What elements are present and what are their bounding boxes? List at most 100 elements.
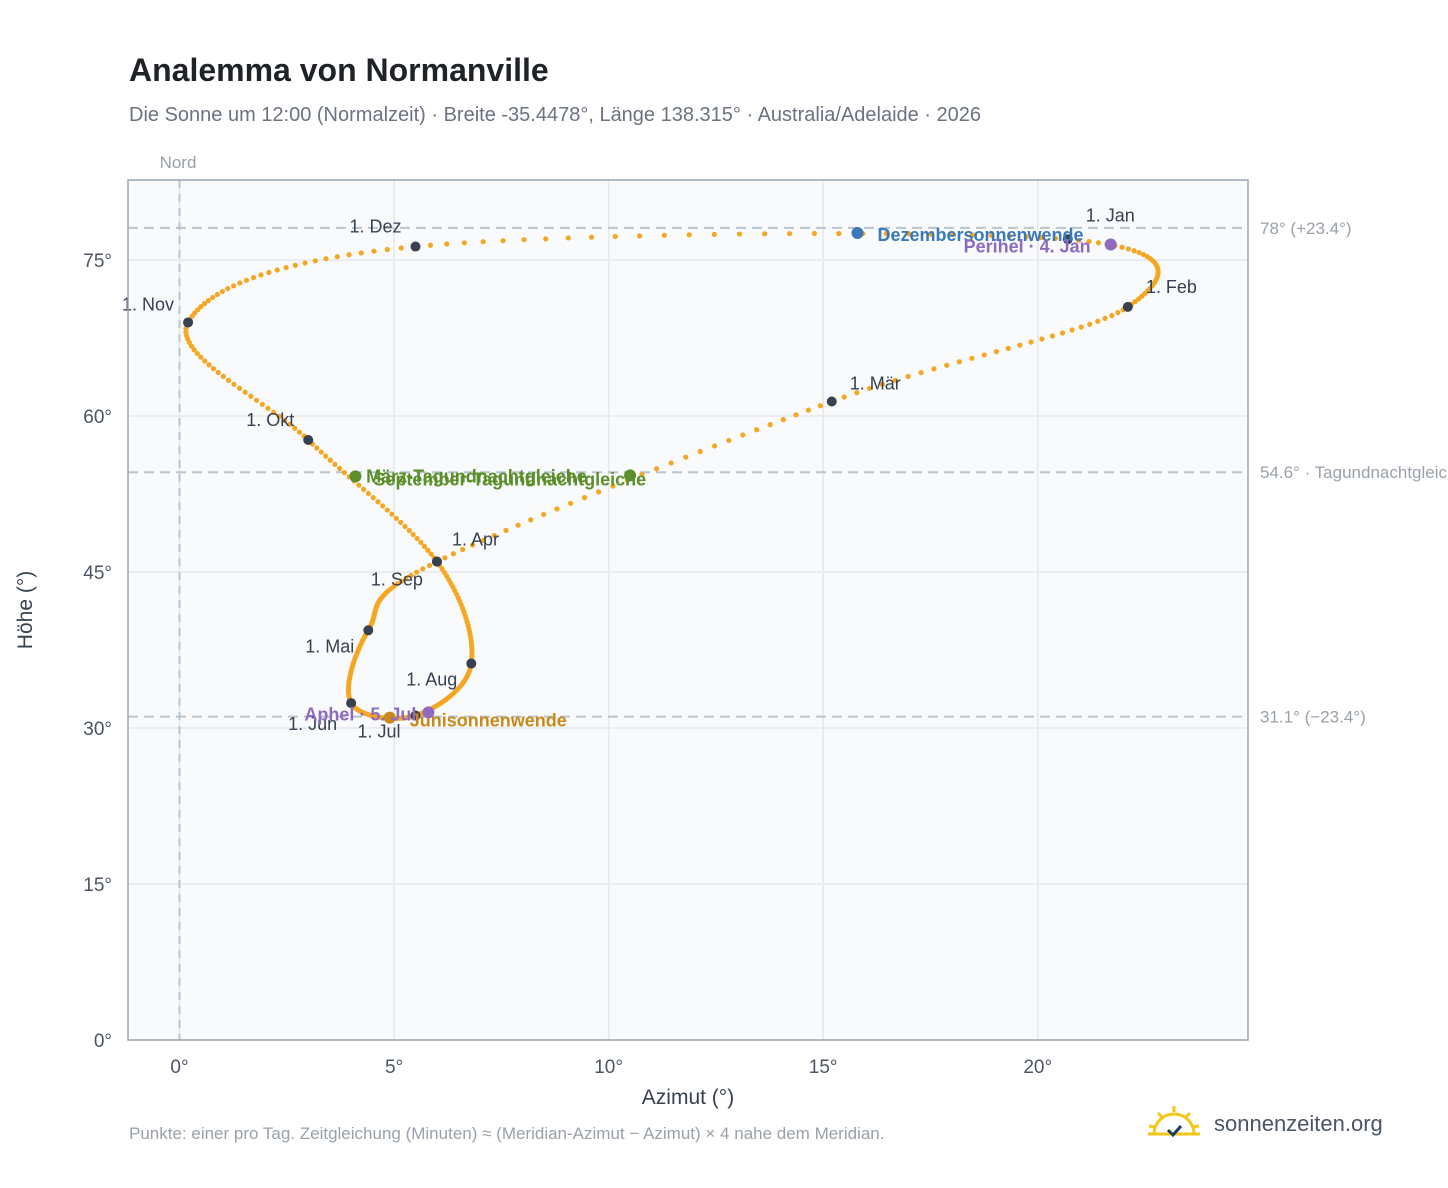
daily-sun-dot [421,543,428,549]
daily-sun-dot [337,465,343,472]
daily-sun-dot [442,555,448,561]
daily-sun-dot [265,405,271,411]
daily-sun-dot [439,566,445,572]
daily-sun-dot [243,277,250,283]
daily-sun-dot [969,355,975,361]
daily-sun-dot [334,254,340,260]
axis-tick-labels: 0° 5° 10° 15° 20° 0° 15° 30° 45° 60° 75° [83,251,1052,1078]
daily-sun-dot [1119,244,1125,250]
daily-sun-dot [1086,238,1092,245]
special-point-label: September-Tagundnachtgleiche [373,469,646,489]
daily-sun-dot [1136,250,1142,256]
brand-logo[interactable]: sonnenzeiten.org [1146,1100,1383,1148]
daily-sun-dot [406,527,412,534]
x-tick-label: 10° [594,1057,623,1078]
daily-sun-dot [253,397,260,403]
daily-sun-dot [661,232,667,238]
daily-sun-dot [281,417,288,423]
daily-sun-dot [905,373,911,380]
daily-sun-dot [928,231,934,237]
daily-sun-dot [292,262,298,268]
daily-sun-dot [393,515,399,521]
month-label: 1. Jul [357,722,400,742]
x-tick-label: 15° [809,1057,838,1078]
y-tick-label: 0° [94,1031,112,1052]
daily-sun-dot [805,407,812,413]
special-point-marker [1104,238,1117,251]
month-marker [431,556,442,567]
special-point-label: Aphel · 5. Jul [304,704,416,724]
daily-sun-dot [988,232,995,239]
special-point-marker [383,711,396,724]
daily-sun-dot [639,471,645,478]
daily-sun-dot [225,377,232,383]
daily-sun-dot [389,511,395,517]
daily-sun-dot [195,307,201,313]
daily-sun-dot [214,291,220,298]
daily-sun-dot [515,522,521,528]
daily-sun-dot [1131,248,1137,254]
daily-sun-dot [427,242,434,248]
daily-sun-dot [418,539,424,546]
daily-sun-dot [554,506,560,512]
daily-sun-dot [944,362,950,368]
x-axis-title: Azimut (°) [642,1086,734,1109]
daily-sun-dot [236,385,243,391]
daily-sun-dot [854,390,860,396]
daily-sun-dot [993,349,999,355]
daily-sun-dot [198,354,204,360]
daily-sun-dot [283,264,289,271]
daily-sun-dot [712,443,718,449]
month-marker [363,625,374,636]
daily-sun-dot [420,566,426,572]
daily-sun-dot [410,531,416,538]
month-label: 1. Okt [246,410,294,430]
daily-sun-dot [358,250,364,256]
daily-sun-dot [683,454,689,460]
daily-sun-dot [1052,235,1059,241]
daily-sun-dot [312,258,318,264]
daily-sun-dot [588,234,595,240]
daily-sun-dot [370,495,376,501]
daily-sun-dot [491,532,497,539]
daily-sun-dot [276,413,282,419]
daily-sun-dot [425,547,431,553]
daily-sun-dot [1125,246,1132,252]
daily-sun-dot [906,231,912,237]
daily-sun-dot [259,401,265,407]
daily-sun-dot [231,283,237,289]
daily-sun-dot [384,246,390,253]
month-marker [410,710,421,721]
daily-sun-dot [612,233,618,240]
daily-sun-dot [332,461,338,467]
daily-sun-dot [711,231,717,238]
month-label: 1. Jan [1086,205,1135,225]
daily-sun-dot [918,370,924,376]
month-marker [1122,301,1133,312]
daily-sun-dot [318,449,324,455]
daily-sun-dot [375,499,381,505]
month-marker [466,658,477,669]
daily-sun-dot [398,519,404,525]
daily-sun-dot [398,245,404,251]
daily-sun-dot [817,403,823,409]
plot-area-background [128,180,1248,1040]
daily-sun-dot [206,362,212,368]
daily-sun-dot [323,256,329,262]
daily-sun-dot [879,381,885,387]
daily-sun-dot [787,231,793,237]
daily-sun-dot [793,412,799,418]
daily-sun-dot [931,366,937,372]
daily-sun-dot [461,240,467,246]
daily-sun-dot [292,425,298,431]
daily-sun-dot [981,352,987,358]
daily-sun-dot [541,511,547,518]
daily-sun-dot [346,252,352,258]
x-tick-label: 5° [385,1057,403,1078]
daily-sun-dot [444,241,450,247]
special-point-label: Junisonnenwende [410,711,567,731]
daily-sun-dot [323,453,329,459]
daily-sun-dot [258,272,264,278]
month-marker [303,434,314,445]
